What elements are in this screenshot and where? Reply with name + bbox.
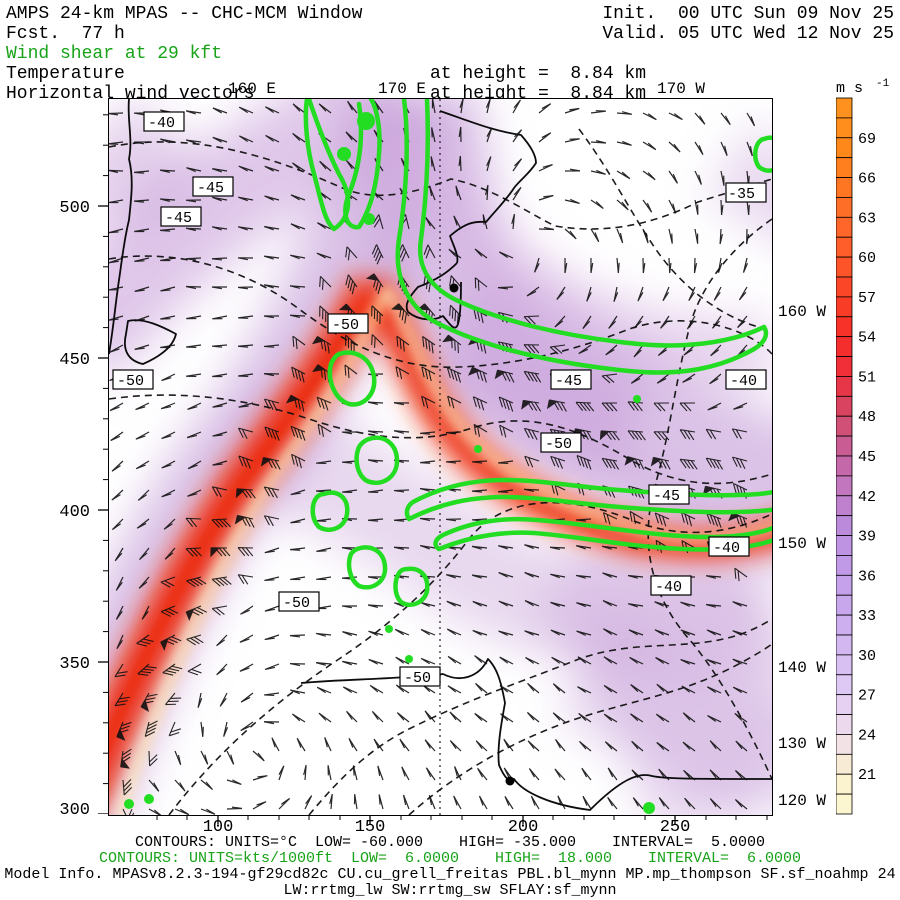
- svg-text:-50: -50: [117, 373, 144, 390]
- svg-text:42: 42: [858, 489, 876, 506]
- svg-text:36: 36: [858, 568, 876, 585]
- svg-text:27: 27: [858, 688, 876, 705]
- svg-text:60: 60: [858, 250, 876, 267]
- svg-text:45: 45: [858, 449, 876, 466]
- svg-text:21: 21: [858, 767, 876, 784]
- svg-text:48: 48: [858, 409, 876, 426]
- svg-text:450: 450: [59, 351, 90, 370]
- svg-text:300: 300: [59, 801, 90, 814]
- svg-text:-1: -1: [876, 78, 890, 90]
- svg-text:-45: -45: [165, 210, 192, 227]
- svg-text:-40: -40: [148, 115, 175, 132]
- svg-text:54: 54: [858, 330, 876, 347]
- svg-text:500: 500: [59, 199, 90, 218]
- svg-text:350: 350: [59, 655, 90, 674]
- svg-text:-50: -50: [404, 670, 431, 687]
- svg-text:66: 66: [858, 171, 876, 188]
- svg-text:-35: -35: [728, 186, 755, 203]
- svg-text:69: 69: [858, 131, 876, 148]
- svg-text:-45: -45: [653, 488, 680, 505]
- svg-text:33: 33: [858, 608, 876, 625]
- svg-text:24: 24: [858, 727, 876, 744]
- svg-text:-50: -50: [283, 595, 310, 612]
- svg-text:30: 30: [858, 648, 876, 665]
- svg-text:-40: -40: [655, 579, 682, 596]
- svg-text:51: 51: [858, 369, 876, 386]
- svg-text:-45: -45: [197, 180, 224, 197]
- svg-text:-50: -50: [332, 317, 359, 334]
- svg-text:63: 63: [858, 210, 876, 227]
- svg-text:-40: -40: [713, 540, 740, 557]
- svg-text:-45: -45: [555, 373, 582, 390]
- svg-text:57: 57: [858, 290, 876, 307]
- svg-text:m s: m s: [836, 80, 863, 97]
- svg-text:400: 400: [59, 503, 90, 522]
- svg-text:-50: -50: [545, 436, 572, 453]
- svg-text:39: 39: [858, 529, 876, 546]
- svg-text:-40: -40: [730, 373, 757, 390]
